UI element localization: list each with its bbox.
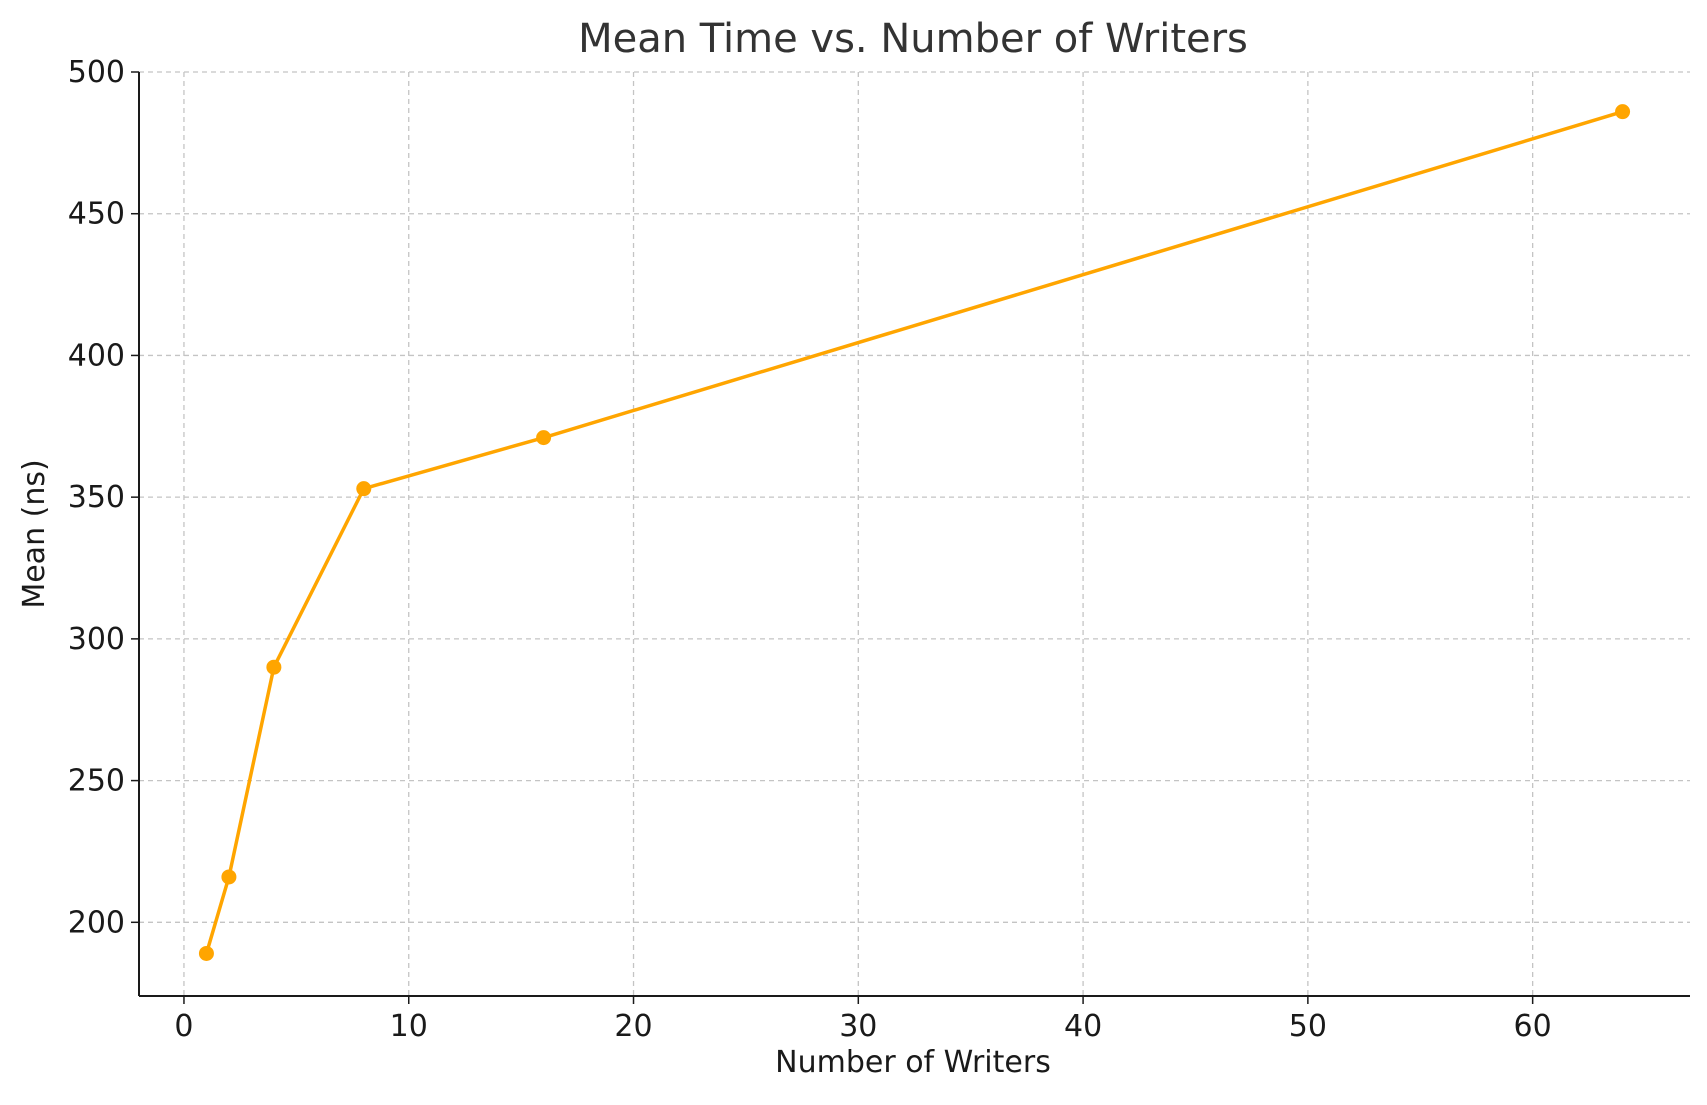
grid-lines: [139, 71, 1690, 996]
y-tick-label: 400: [68, 338, 125, 373]
x-tick-label: 40: [1064, 1009, 1102, 1044]
y-tick-label: 250: [68, 764, 125, 799]
data-point: [356, 481, 372, 497]
x-tick-label: 50: [1289, 1009, 1327, 1044]
x-tick-label: 60: [1514, 1009, 1552, 1044]
y-tick-label: 300: [68, 622, 125, 657]
chart-title: Mean Time vs. Number of Writers: [578, 16, 1248, 62]
x-tick-label: 20: [614, 1009, 652, 1044]
y-tick-label: 450: [68, 197, 125, 232]
x-tick-label: 10: [390, 1009, 428, 1044]
x-axis-label: Number of Writers: [775, 1045, 1051, 1080]
data-point: [1615, 104, 1631, 120]
data-point: [536, 430, 552, 446]
y-tick-label: 200: [68, 905, 125, 940]
data-point: [266, 659, 282, 675]
y-tick-label: 350: [68, 480, 125, 515]
y-axis-label: Mean (ns): [17, 459, 52, 608]
x-tick-label: 0: [174, 1009, 193, 1044]
axes: [138, 72, 1690, 997]
data-series: [198, 104, 1631, 961]
series-line: [204, 109, 1625, 956]
y-tick-label: 500: [68, 55, 125, 90]
data-point: [221, 869, 237, 885]
data-point: [198, 945, 214, 961]
x-tick-label: 30: [839, 1009, 877, 1044]
tick-labels: 0 10 20 30 40 50 60 200 250 300 350 400 450 500: [68, 55, 1552, 1044]
